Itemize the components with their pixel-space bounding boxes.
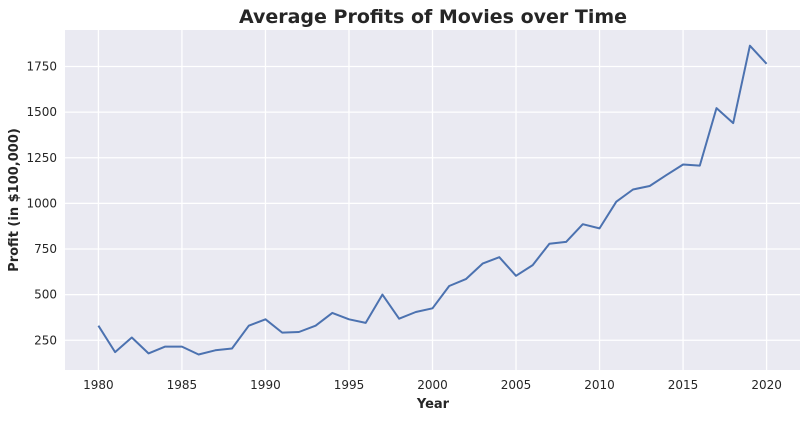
y-tick-label: 1500 (26, 105, 57, 119)
tick-labels: 1980 1985 1990 1995 2000 2005 2010 2015 2020 250 5… (26, 60, 781, 392)
x-tick-label: 2020 (751, 378, 782, 392)
grid (65, 30, 800, 370)
y-tick-label: 1250 (26, 151, 57, 165)
x-axis-label: Year (416, 397, 450, 412)
x-tick-label: 1990 (250, 378, 281, 392)
y-tick-label: 250 (34, 333, 57, 347)
y-tick-label: 750 (34, 242, 57, 256)
y-axis-label: Profit (in $100,000) (7, 128, 22, 272)
y-tick-label: 1000 (26, 196, 57, 210)
y-tick-label: 500 (34, 288, 57, 302)
chart-title: Average Profits of Movies over Time (239, 6, 627, 28)
x-tick-label: 1985 (167, 378, 198, 392)
x-tick-label: 1995 (334, 378, 365, 392)
x-tick-label: 2015 (668, 378, 699, 392)
profit-series-line (97, 44, 768, 356)
x-tick-label: 1980 (83, 378, 114, 392)
x-tick-label: 2005 (501, 378, 532, 392)
x-tick-label: 2000 (417, 378, 448, 392)
x-tick-label: 2010 (584, 378, 615, 392)
y-tick-label: 1750 (26, 60, 57, 74)
